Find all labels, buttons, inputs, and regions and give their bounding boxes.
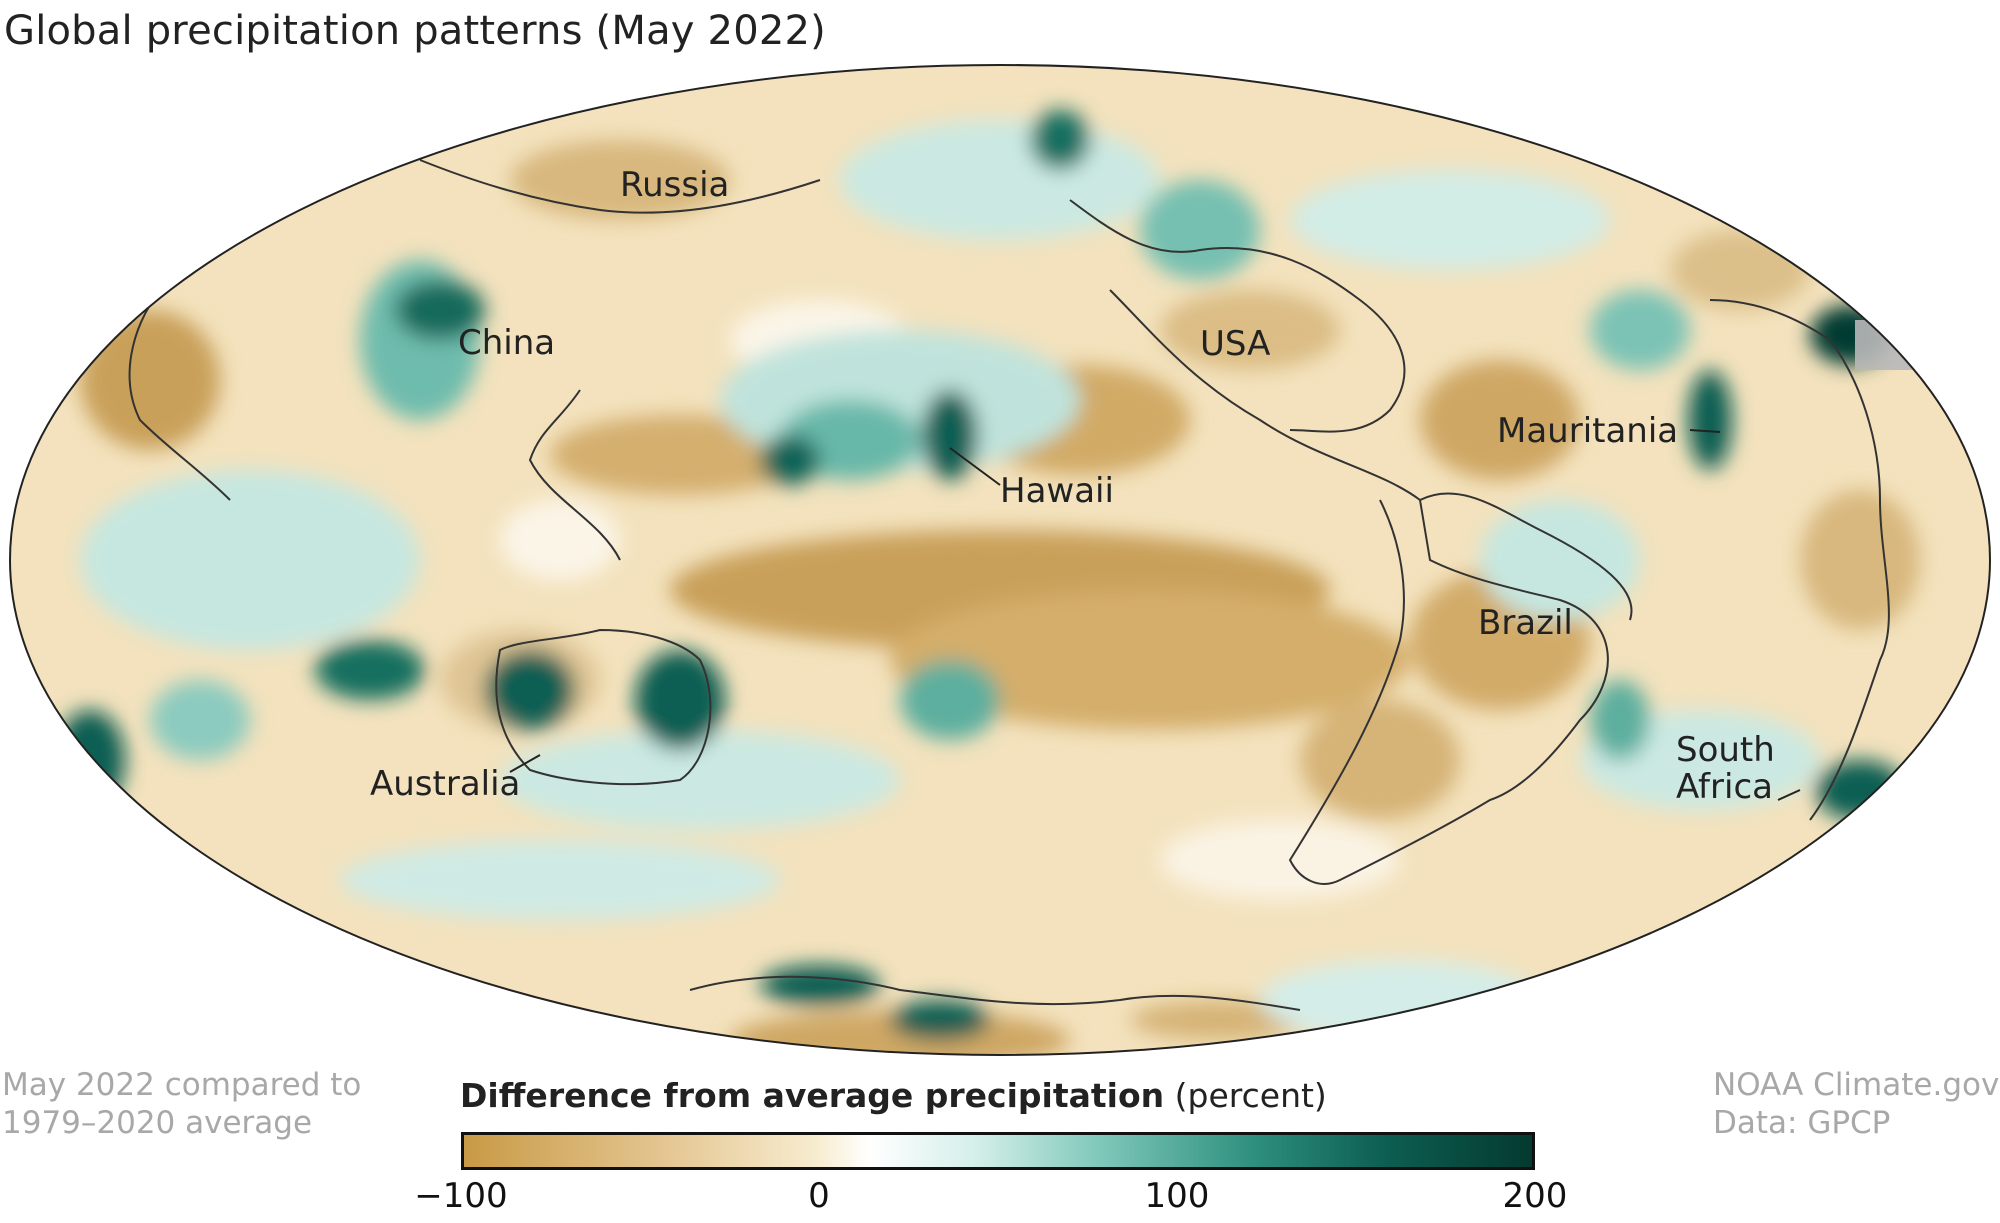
label-mauritania: Mauritania	[1497, 411, 1678, 451]
label-china: China	[458, 323, 555, 363]
label-australia: Australia	[370, 764, 520, 804]
legend-title-unit: (percent)	[1174, 1076, 1327, 1115]
legend-tick-min: −100	[414, 1176, 508, 1216]
legend-title: Difference from average precipitation (p…	[460, 1076, 1540, 1115]
legend-tick-100: 100	[1144, 1176, 1210, 1216]
globe-outline	[9, 64, 1991, 1056]
label-russia: Russia	[620, 165, 729, 205]
label-south-africa-line2: Africa	[1676, 767, 1773, 807]
label-usa: USA	[1200, 324, 1270, 364]
map-title: Global precipitation patterns (May 2022)	[4, 8, 826, 54]
label-south-africa-line1: South	[1676, 730, 1775, 770]
credit-note-line2: Data: GPCP	[1713, 1105, 1891, 1141]
credit-note: NOAA Climate.gov Data: GPCP	[1713, 1066, 1999, 1142]
label-brazil: Brazil	[1478, 603, 1573, 643]
comparison-note-line1: May 2022 compared to	[2, 1067, 362, 1103]
credit-note-line1: NOAA Climate.gov	[1713, 1067, 2000, 1103]
precipitation-field	[10, 65, 1990, 1055]
legend-tick-zero: 0	[808, 1176, 830, 1216]
legend-title-bold: Difference from average precipitation	[460, 1076, 1165, 1115]
comparison-note-line2: 1979–2020 average	[2, 1105, 313, 1141]
legend-tick-max: 200	[1502, 1176, 1568, 1216]
comparison-note: May 2022 compared to 1979–2020 average	[2, 1066, 361, 1142]
legend-color-bar	[461, 1132, 1535, 1170]
label-hawaii: Hawaii	[1000, 471, 1114, 511]
